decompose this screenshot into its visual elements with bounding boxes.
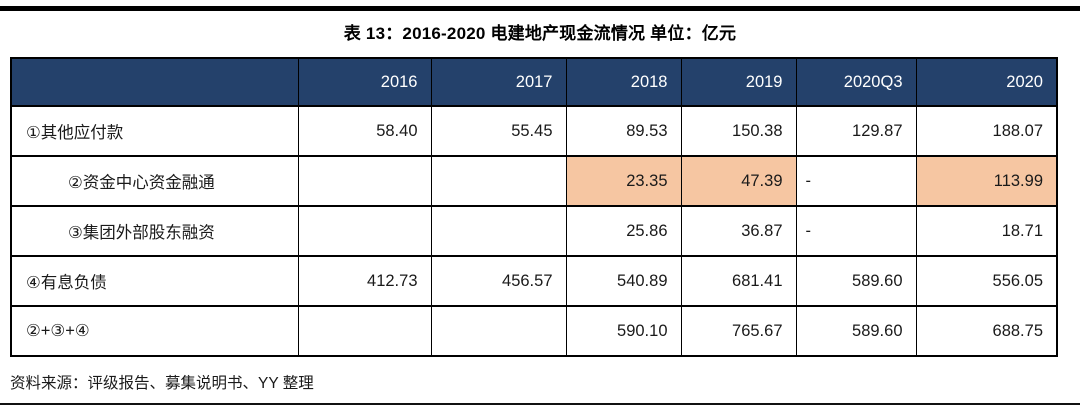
- table-body: ①其他应付款 58.40 55.45 89.53 150.38 129.87 188.07 ②…: [10, 105, 1058, 357]
- value-cell: [297, 155, 432, 207]
- value-cell: 589.60: [795, 305, 917, 357]
- column-header: 2020Q3: [795, 57, 917, 107]
- value-cell: 150.38: [680, 105, 797, 157]
- value-cell: 113.99: [915, 155, 1058, 207]
- value-cell: 188.07: [915, 105, 1058, 157]
- value-cell: 590.10: [565, 305, 682, 357]
- column-header: 2018: [565, 57, 682, 107]
- value-cell: 58.40: [297, 105, 432, 157]
- value-cell: [297, 305, 432, 357]
- value-cell: 688.75: [915, 305, 1058, 357]
- value-cell: 47.39: [680, 155, 797, 207]
- table-row: ②资金中心资金融通 23.35 47.39-113.99: [10, 155, 1058, 207]
- column-header: 2016: [297, 57, 432, 107]
- value-cell: 129.87: [795, 105, 917, 157]
- table-row: ①其他应付款 58.40 55.45 89.53 150.38 129.87 188.07: [10, 105, 1058, 157]
- row-label-header: [10, 57, 299, 107]
- cashflow-table: 2016 2017 2018 2019 2020Q3 2020 ①其他应付款 58.40 55…: [10, 57, 1058, 357]
- table-title: 表 13：2016-2020 电建地产现金流情况 单位：亿元: [343, 24, 737, 43]
- row-label: ①其他应付款: [10, 105, 299, 157]
- value-cell: -: [795, 205, 917, 257]
- value-cell: -: [795, 155, 917, 207]
- row-label: ②资金中心资金融通: [10, 155, 299, 207]
- value-cell: [430, 205, 567, 257]
- table-row: ②+③+④ 590.10 765.67 589.60 688.75: [10, 305, 1058, 357]
- value-cell: 412.73: [297, 255, 432, 307]
- row-label: ③集团外部股东融资: [10, 205, 299, 257]
- column-header: 2017: [430, 57, 567, 107]
- row-label: ②+③+④: [10, 305, 299, 357]
- value-cell: 36.87: [680, 205, 797, 257]
- value-cell: 55.45: [430, 105, 567, 157]
- source-note: 资料来源：评级报告、募集说明书、YY 整理: [10, 375, 314, 392]
- value-cell: [430, 155, 567, 207]
- bottom-rule: [0, 403, 1080, 405]
- value-cell: 540.89: [565, 255, 682, 307]
- value-cell: 681.41: [680, 255, 797, 307]
- table-row: ③集团外部股东融资 25.86 36.87-18.71: [10, 205, 1058, 257]
- value-cell: 18.71: [915, 205, 1058, 257]
- header-row: 2016 2017 2018 2019 2020Q3 2020: [10, 57, 1058, 107]
- value-cell: 556.05: [915, 255, 1058, 307]
- value-cell: [297, 205, 432, 257]
- value-cell: 765.67: [680, 305, 797, 357]
- top-rule: [0, 6, 1080, 11]
- table-row: ④有息负债 412.73 456.57 540.89 681.41 589.60 556.0…: [10, 255, 1058, 307]
- row-label: ④有息负债: [10, 255, 299, 307]
- value-cell: 23.35: [565, 155, 682, 207]
- value-cell: 25.86: [565, 205, 682, 257]
- column-header: 2020: [915, 57, 1058, 107]
- value-cell: [430, 305, 567, 357]
- value-cell: 589.60: [795, 255, 917, 307]
- value-cell: 456.57: [430, 255, 567, 307]
- column-header: 2019: [680, 57, 797, 107]
- value-cell: 89.53: [565, 105, 682, 157]
